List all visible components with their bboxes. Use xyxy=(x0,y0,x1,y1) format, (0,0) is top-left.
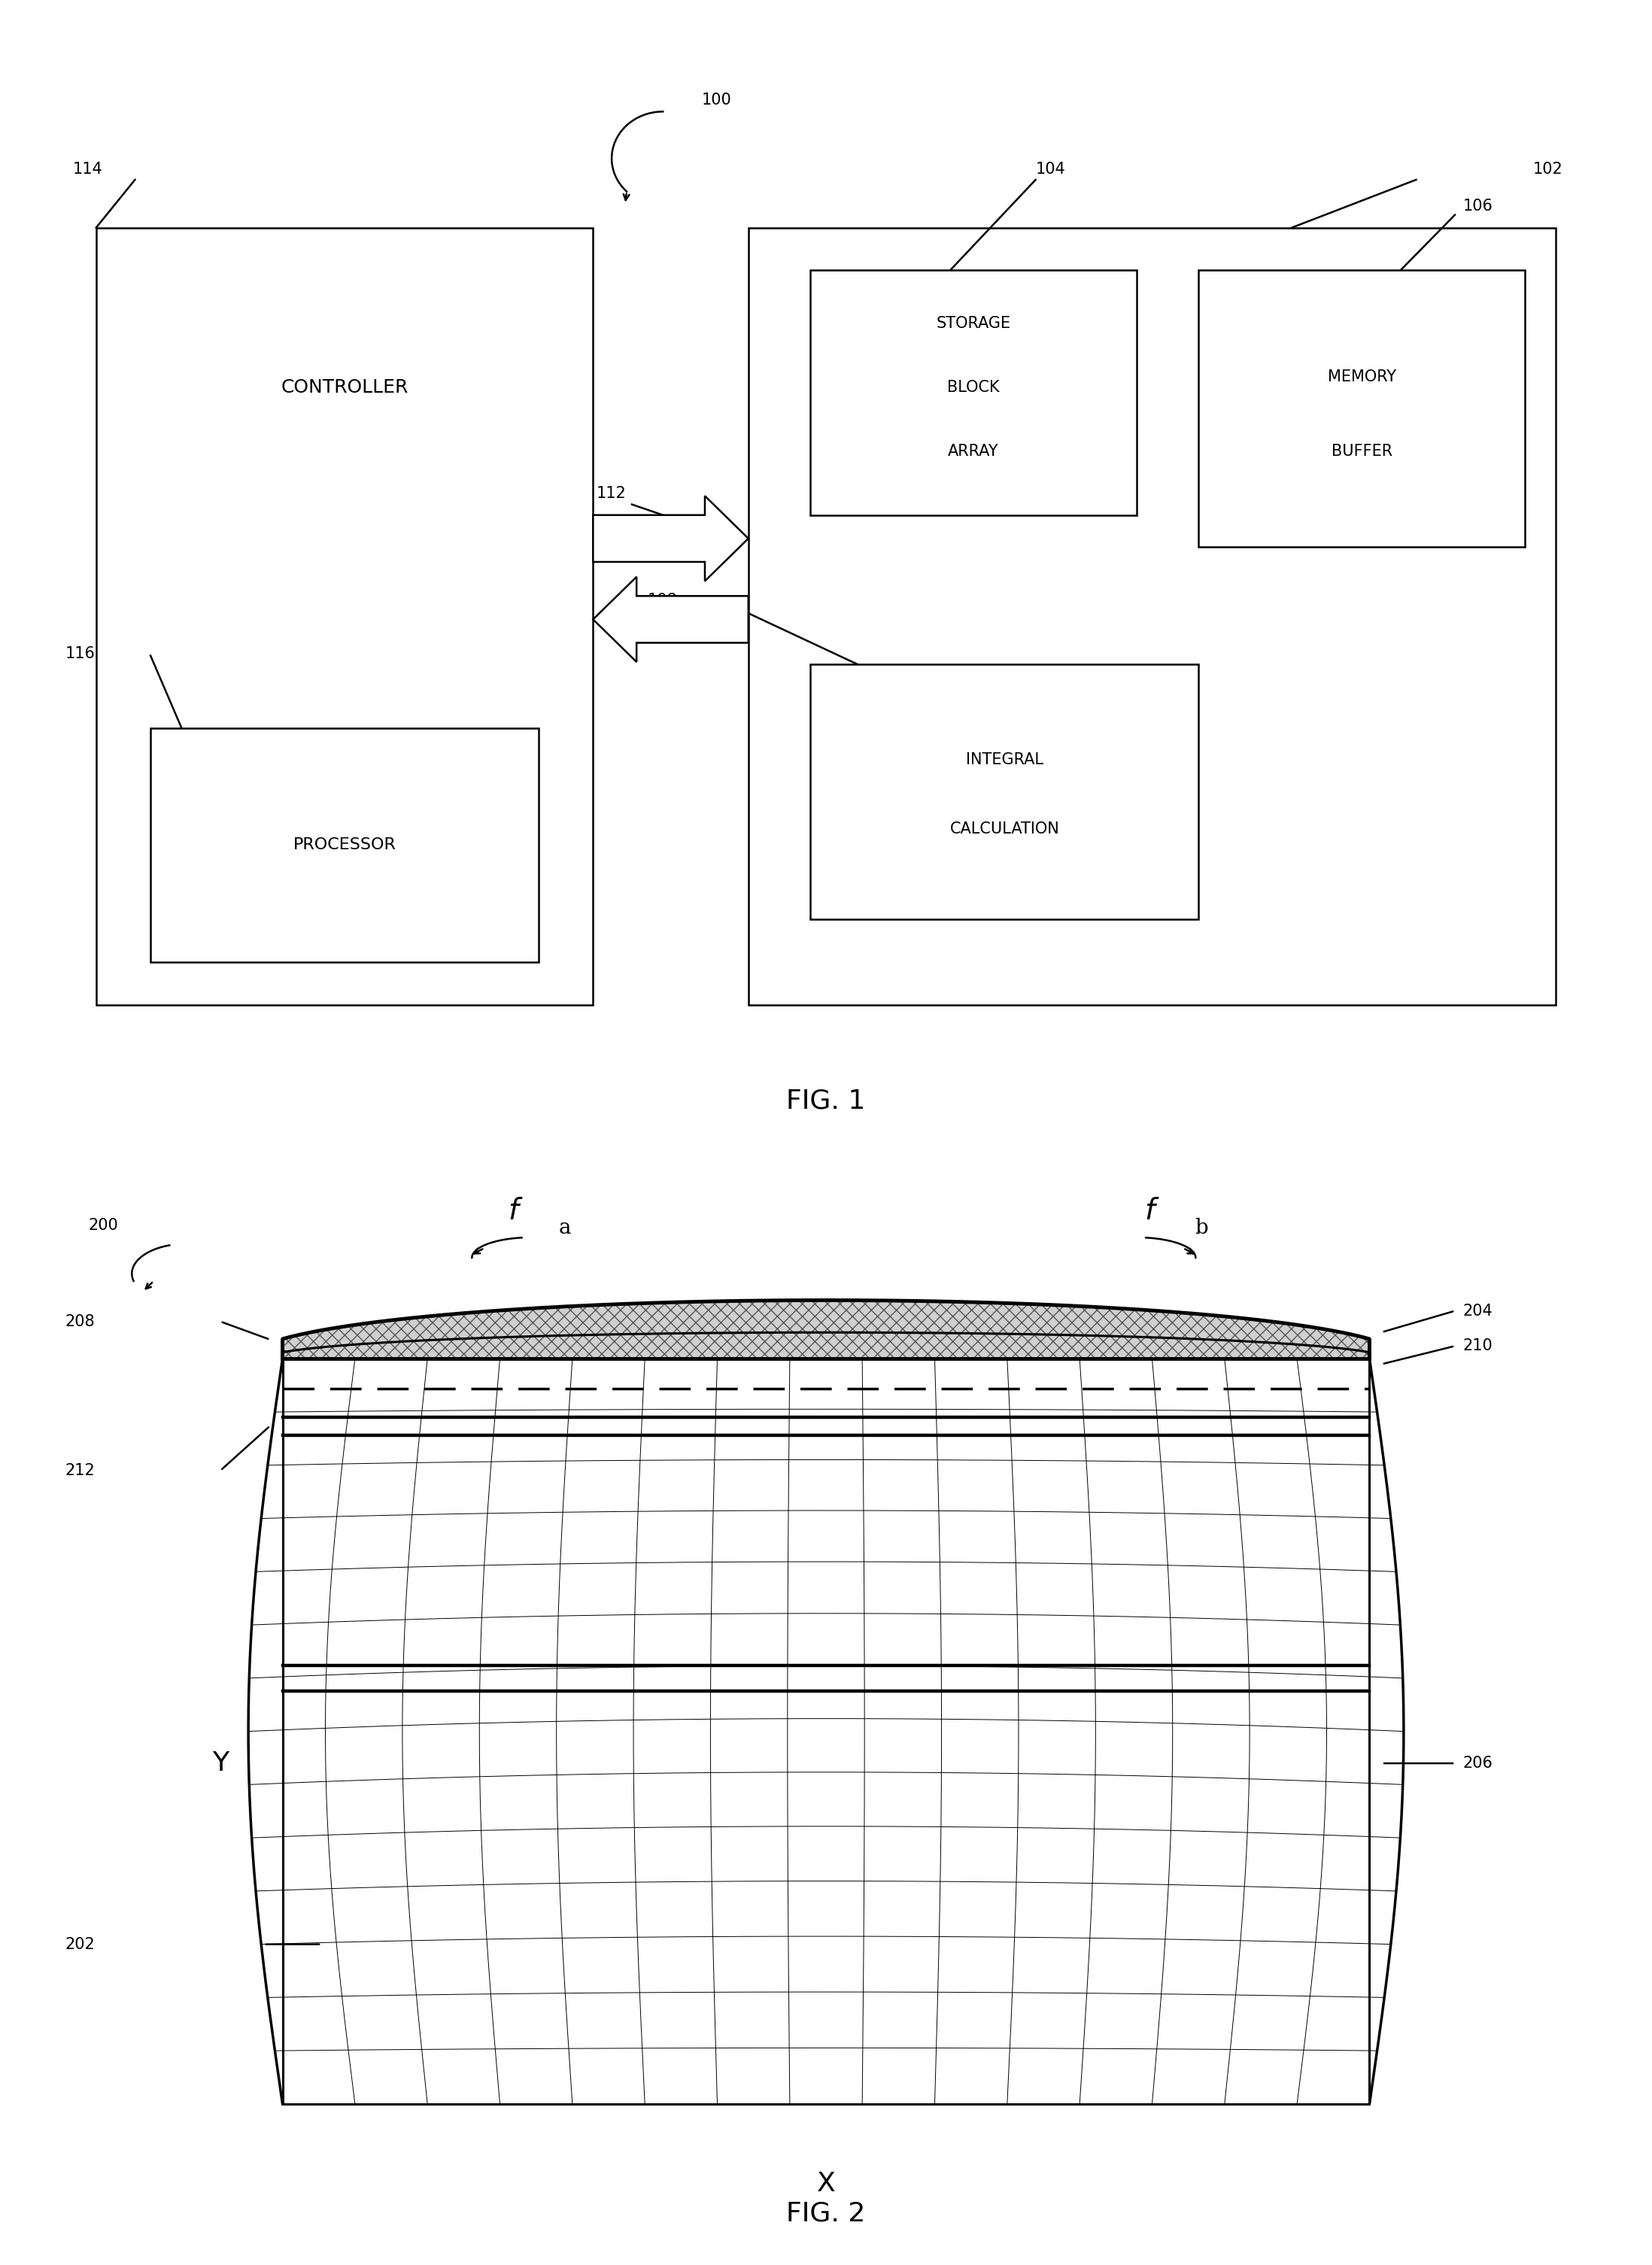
Text: 202: 202 xyxy=(64,1937,96,1952)
Text: 102: 102 xyxy=(1533,161,1563,177)
Text: 104: 104 xyxy=(1036,161,1066,177)
Text: FIG. 2: FIG. 2 xyxy=(786,2202,866,2226)
Text: 106: 106 xyxy=(1462,199,1493,213)
Text: BLOCK: BLOCK xyxy=(947,381,999,394)
Text: 108: 108 xyxy=(648,593,677,607)
Text: X: X xyxy=(816,2172,836,2197)
Text: FIG. 1: FIG. 1 xyxy=(786,1087,866,1114)
Text: CALCULATION: CALCULATION xyxy=(950,822,1059,836)
Text: Y: Y xyxy=(211,1751,228,1776)
Text: $f$: $f$ xyxy=(507,1198,524,1225)
Text: INTEGRAL: INTEGRAL xyxy=(966,752,1044,768)
Bar xyxy=(96,226,593,1006)
Bar xyxy=(811,664,1199,920)
Text: CONTROLLER: CONTROLLER xyxy=(281,378,408,396)
Text: STORAGE: STORAGE xyxy=(937,315,1011,331)
Text: ARRAY: ARRAY xyxy=(948,444,999,460)
Text: MEMORY: MEMORY xyxy=(1328,369,1396,385)
Text: 100: 100 xyxy=(702,93,732,106)
Text: 112: 112 xyxy=(596,487,626,501)
Text: $f$: $f$ xyxy=(1145,1198,1160,1225)
Text: 210: 210 xyxy=(1462,1339,1493,1354)
Polygon shape xyxy=(282,1300,1370,1359)
Polygon shape xyxy=(593,496,748,582)
Text: 206: 206 xyxy=(1462,1755,1493,1771)
Bar xyxy=(811,270,1137,514)
Bar xyxy=(1199,270,1525,546)
Text: b: b xyxy=(1194,1219,1208,1239)
Text: BUFFER: BUFFER xyxy=(1332,444,1393,460)
Text: 200: 200 xyxy=(88,1219,119,1232)
Text: 114: 114 xyxy=(73,161,102,177)
Bar xyxy=(282,1359,1370,2104)
Bar xyxy=(150,727,539,963)
Bar xyxy=(748,226,1556,1006)
Text: 204: 204 xyxy=(1462,1302,1493,1318)
Text: 208: 208 xyxy=(64,1314,94,1330)
Text: a: a xyxy=(558,1219,572,1239)
Text: 212: 212 xyxy=(64,1463,96,1479)
Polygon shape xyxy=(593,578,748,661)
Text: PROCESSOR: PROCESSOR xyxy=(292,838,396,852)
Text: 116: 116 xyxy=(64,646,96,661)
